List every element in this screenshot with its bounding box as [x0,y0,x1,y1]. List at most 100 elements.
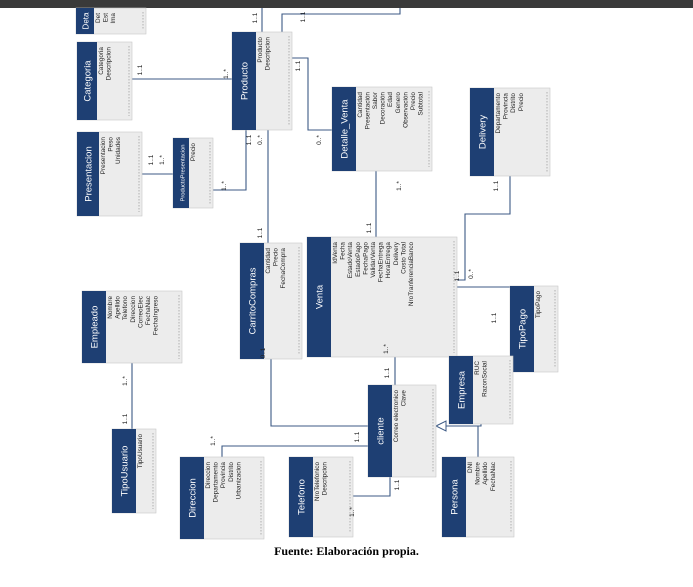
relationship-cliente-direccion [221,445,368,457]
entity-header [112,429,136,513]
entity-header [449,356,473,424]
entity-attribute: Correo electronico [393,390,400,443]
entity-attribute: Direccion [130,296,137,323]
entity-attribute: NroTelefonico [314,462,321,502]
entity-title: Empresa [456,370,467,409]
entity-tipo-usuario: TipoUsuario TipoUsuario [111,428,157,514]
entity-attribute: Presentación [365,92,372,130]
entity-header [77,132,99,216]
multiplicity-labels: 1..1 1..* 1..1 1..1 0..* 1..1 0..* 1..1 1..* 1..1… [122,11,500,517]
entity-attribute: Genero [395,92,402,114]
relationship-carrito-cliente [270,359,368,427]
entity-attribute: RazonSocial [482,361,489,397]
entity-attribute: Precio [190,143,197,162]
multiplicity-label: 1..1 [384,367,391,378]
entity-attribute: FechaCompra [280,248,287,289]
multiplicity-label: 1..1 [300,11,307,22]
window-top-bar [0,0,693,8]
multiplicity-label: 0..* [257,135,264,145]
entity-attribute: Precio [518,93,525,112]
entity-title: TipoPago [517,309,528,349]
entity-attribute: Observación [402,92,409,128]
entity-header [76,8,94,34]
entity-attribute: FechaNac [145,295,152,325]
entity-title: Persona [449,479,460,515]
entity-attribute: Unidades [115,137,122,164]
entity-attribute: HoraEntrega [385,242,392,279]
multiplicity-label: 1..1 [354,431,361,442]
entity-header [173,138,189,208]
entity-detalle-venta: Detalle_Venta Cantidad Presentación Sabor De… [331,86,433,172]
multiplicity-label: 1..* [383,344,390,354]
entity-title: TipoUsuario [119,446,130,497]
entity-attribute: NroTranferenciaBanco [408,242,415,307]
multiplicity-label: 1..1 [493,180,500,191]
entity-attribute: Precio [410,92,417,111]
entity-attribute: Cantidad [265,248,272,274]
entity-attribute: ValidarVenta [370,242,377,278]
entity-attribute: Peso [108,137,115,152]
multiplicity-label: 1..1 [366,222,373,233]
entity-attribute: Direccion [205,462,212,489]
entity-attribute: IdVenta [332,242,339,264]
inheritance-arrow-icon [434,420,447,432]
entity-attribute: Costo Total [400,242,407,274]
entity-header [470,88,494,176]
entity-attribute: Urbanizacion [235,462,242,500]
entity-title: Empleado [89,306,100,349]
entity-title: Telefono [296,479,307,515]
entity-header [332,87,356,171]
multiplicity-label: 0..* [316,135,323,145]
entity-title: Categoria [82,60,93,102]
relationship-empresa-inherit [436,424,482,427]
entity-header [232,32,256,130]
multiplicity-label: 1..1 [252,12,259,23]
entity-telefono: Telefono NroTelefonico Descripcion [288,456,354,538]
multiplicity-label: 0..* [468,269,475,279]
entity-tipo-pago: TipoPago TipoPago [509,285,559,373]
figure-caption: Fuente: Elaboración propia. [274,544,419,558]
entity-title: Delivery [477,115,488,150]
entity-attribute: Presentacion [100,137,107,175]
multiplicity-label: 1..1 [295,60,302,71]
entity-title: CarritoCompras [247,267,258,334]
multiplicity-label: 1..1 [122,413,129,424]
entity-empresa: Empresa RUC RazonSocial [448,355,514,425]
entity-attribute: Decoración [380,92,387,125]
entity-header [368,385,392,477]
entity-title: Venta [314,284,325,309]
relationship-cliente-telefono [353,477,391,497]
entity-attribute: Cantidad [357,92,364,118]
entity-attribute: Apellido [115,296,122,319]
entity-attribute: Descripcion [106,47,113,81]
entity-header [307,237,331,357]
entity-attribute: Provincia [220,462,227,489]
entity-attribute: Precio [273,248,280,267]
multiplicity-label: 1..* [122,376,129,386]
entity-attribute: Departamento [495,93,502,134]
multiplicity-label: 1..1 [491,312,498,323]
entity-attribute: CorreoElec [137,295,144,328]
multiplicity-label: 1..1 [137,64,144,75]
entity-title: Detalle_Venta [339,99,350,159]
entity-header [77,42,97,120]
entity-producto-presentacion: ProductoPresentacion Precio [172,137,214,209]
relationship-producto-detalle [292,57,332,131]
entity-attribute: Producto [257,37,264,63]
entity-attribute: EstadoVenta [347,242,354,279]
entity-attribute: Categoria [98,47,105,75]
entity-title: cliente [375,417,386,444]
multiplicity-label: 1..* [159,155,166,165]
entity-cliente: cliente Correo electronico Clave [367,384,437,478]
entity-presentacion: Presentacion Presentacion Peso Unidades [76,131,143,217]
entity-attribute: TipoPago [535,291,542,319]
entity-header [442,457,466,537]
entity-attribute: Descripcion [322,462,329,496]
relationship-delivery-venta [457,176,511,281]
entity-attribute: Edad [387,92,394,107]
